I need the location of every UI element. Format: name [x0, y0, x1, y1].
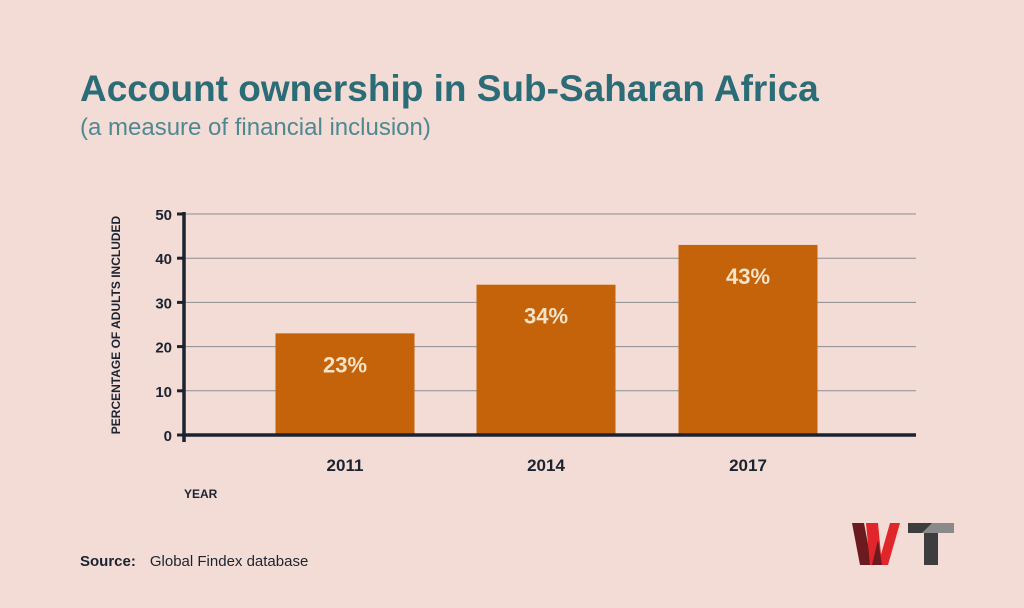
data-label: 23%	[323, 352, 367, 377]
y-tick-label: 40	[155, 251, 172, 268]
x-tick-label: 2014	[527, 456, 565, 475]
chart-subtitle: (a measure of financial inclusion)	[80, 114, 431, 141]
y-tick-label: 20	[155, 340, 172, 357]
data-label: 34%	[524, 304, 568, 329]
chart-title: Account ownership in Sub-Saharan Africa	[80, 68, 819, 109]
source-text: Global Findex database	[149, 553, 309, 570]
x-tick-label: 2017	[729, 456, 767, 475]
x-tick-label: 2011	[327, 456, 364, 475]
source-note: Source: Global Findex database	[80, 553, 308, 570]
bar-2017	[678, 244, 818, 435]
y-tick-label: 30	[155, 295, 172, 312]
source-label: Source:	[80, 553, 136, 570]
y-tick-label: 0	[164, 428, 172, 445]
x-axis-label: YEAR	[184, 487, 218, 501]
y-axis-label: PERCENTAGE OF ADULTS INCLUDED	[109, 215, 123, 434]
data-label: 43%	[726, 264, 770, 289]
wt-logo	[852, 523, 954, 565]
bar-2011	[275, 333, 415, 435]
y-tick-label: 10	[155, 384, 172, 401]
bar-2014	[476, 284, 616, 435]
y-tick-label: 50	[155, 207, 172, 224]
